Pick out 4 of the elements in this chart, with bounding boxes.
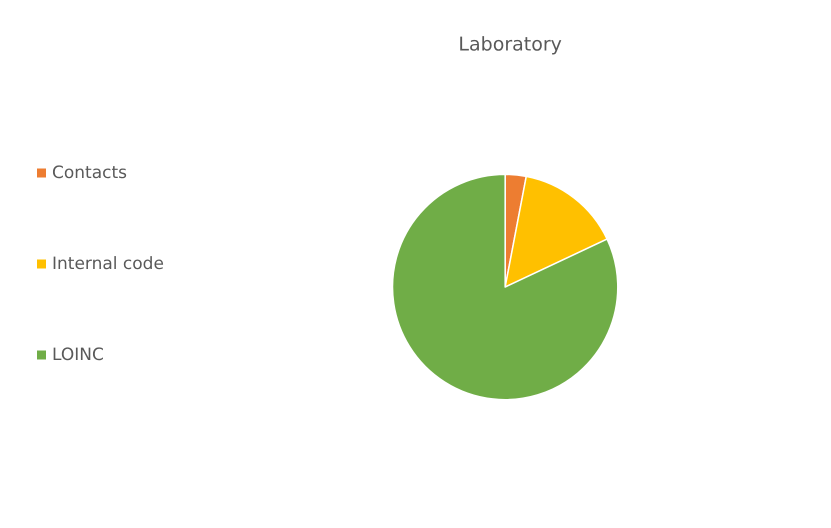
- legend-label: LOINC: [52, 345, 104, 365]
- legend-label: Contacts: [52, 163, 128, 183]
- chart-title: Laboratory: [458, 34, 562, 56]
- legend-label: Internal code: [52, 254, 164, 274]
